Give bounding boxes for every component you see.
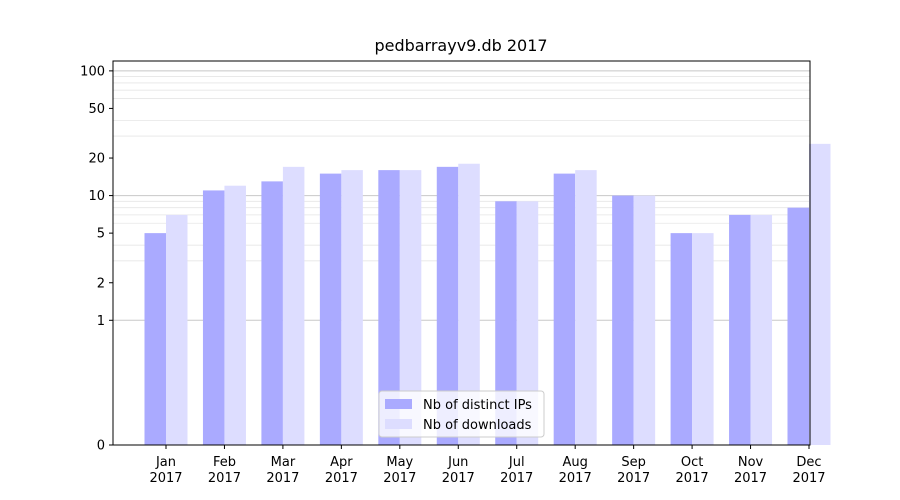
plot-frame <box>112 60 811 446</box>
bar-jun-series-2 <box>458 163 480 445</box>
y-tick-label: 10 <box>88 189 105 204</box>
x-tick-label-month: Dec <box>796 455 821 470</box>
x-tick-label-year: 2017 <box>792 471 825 486</box>
x-tick-label-month: Jul <box>508 455 525 470</box>
bar-sep-series-1 <box>612 195 634 445</box>
bar-sep-series-2 <box>633 195 656 445</box>
bar-feb-series-2 <box>224 185 246 445</box>
x-tick-label-month: Aug <box>562 455 587 470</box>
bar-aug-series-1 <box>553 173 576 445</box>
legend: Nb of distinct IPs Nb of downloads <box>378 390 545 438</box>
y-tick-label: 20 <box>88 152 105 167</box>
axes <box>112 60 811 446</box>
bar-jan-series-1 <box>144 233 166 445</box>
x-tick-label-month: Nov <box>738 455 764 470</box>
x-tick-label-year: 2017 <box>442 471 475 486</box>
legend-label: Nb of downloads <box>423 418 532 433</box>
y-tick-label: 50 <box>88 102 105 117</box>
y-axis-ticks: 0 1 2 5 10 20 50 100 <box>80 64 113 454</box>
legend-label: Nb of distinct IPs <box>423 398 532 413</box>
bar-apr-series-2 <box>341 170 363 445</box>
bar-may-series-1 <box>378 170 400 445</box>
bar-mar-series-1 <box>261 181 283 445</box>
x-tick-label-year: 2017 <box>500 471 533 486</box>
y-tick-label: 0 <box>97 439 105 454</box>
bar-aug-series-2 <box>575 170 597 445</box>
bar-oct-series-2 <box>692 233 714 445</box>
bar-apr-series-1 <box>319 173 342 445</box>
bar-oct-series-1 <box>670 233 693 445</box>
bar-mar-series-2 <box>282 166 305 445</box>
x-tick-label-year: 2017 <box>266 471 299 486</box>
x-tick-label-month: Jun <box>447 455 468 470</box>
x-tick-label-year: 2017 <box>559 471 592 486</box>
bar-may-series-2 <box>399 170 422 445</box>
y-tick-label: 1 <box>97 314 105 329</box>
legend-box <box>378 390 545 438</box>
bar-nov-series-2 <box>750 214 773 445</box>
x-tick-label-year: 2017 <box>617 471 650 486</box>
y-tick-label: 100 <box>80 64 105 79</box>
x-tick-label-month: Mar <box>271 455 296 470</box>
bar-nov-series-1 <box>729 214 751 445</box>
bar-dec-series-1 <box>787 207 809 445</box>
x-tick-label-month: Sep <box>621 455 646 470</box>
y-tick-label: 2 <box>97 276 105 291</box>
x-tick-label-month: Apr <box>330 455 353 470</box>
y-tick-label: 5 <box>97 227 105 242</box>
x-tick-label-year: 2017 <box>149 471 182 486</box>
bar-jun-series-1 <box>436 166 459 445</box>
bar-jul-series-1 <box>495 201 517 445</box>
x-tick-label-year: 2017 <box>208 471 241 486</box>
legend-swatch <box>385 399 412 409</box>
bar-dec-series-2 <box>809 143 831 446</box>
bar-feb-series-1 <box>202 190 225 445</box>
bar-jan-series-2 <box>166 214 188 445</box>
chart-title: pedbarrayv9.db 2017 <box>374 36 547 55</box>
x-tick-label-month: Jan <box>155 455 176 470</box>
x-axis-ticks: Jan2017Feb2017Mar2017Apr2017May2017Jun20… <box>149 445 826 486</box>
x-tick-label-month: Oct <box>681 455 703 470</box>
bar-jul-series-2 <box>516 201 539 445</box>
x-tick-label-year: 2017 <box>734 471 767 486</box>
legend-swatch <box>385 419 412 429</box>
x-tick-label-year: 2017 <box>325 471 358 486</box>
x-tick-label-year: 2017 <box>676 471 709 486</box>
x-tick-label-month: May <box>386 455 413 470</box>
x-tick-label-year: 2017 <box>383 471 416 486</box>
x-tick-label-month: Feb <box>213 455 236 470</box>
bars <box>144 143 831 446</box>
